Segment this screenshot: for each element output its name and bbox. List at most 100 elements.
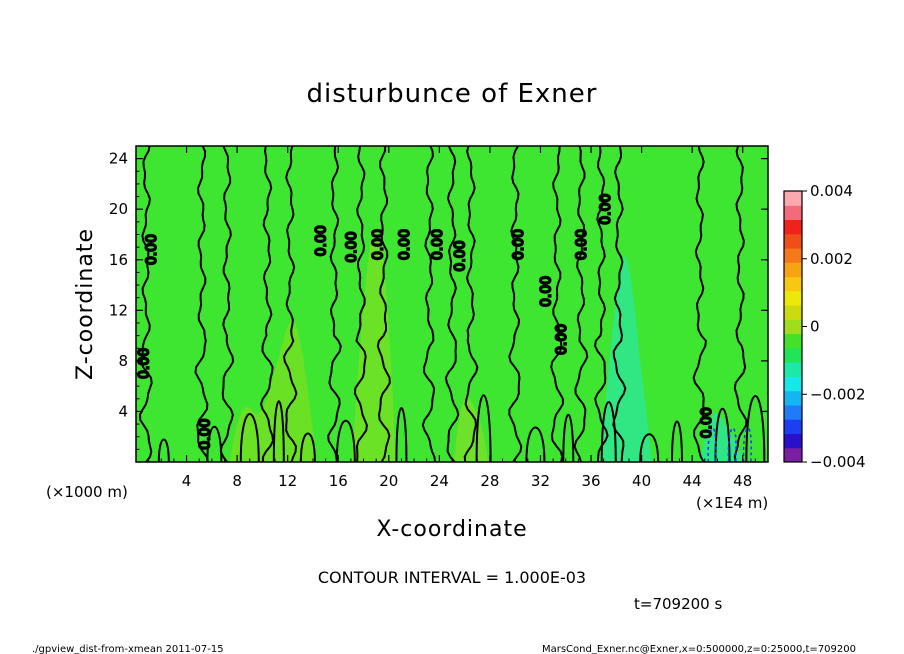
contour-line <box>612 146 627 462</box>
contour-blob <box>272 400 285 462</box>
x-tick-label: 8 <box>232 472 242 490</box>
contour-label: 0.00 <box>598 194 614 225</box>
contour-line <box>733 146 748 462</box>
colorbar-swatch <box>784 362 802 377</box>
yellowish-patch <box>352 231 396 462</box>
contour-line <box>138 146 153 462</box>
colorbar-swatch <box>784 419 802 434</box>
x-tick-label: 40 <box>632 472 651 490</box>
contour-label: 0.00 <box>137 348 153 379</box>
contour-line <box>421 146 436 462</box>
colorbar-swatch <box>784 433 802 449</box>
x-tick-label: 36 <box>581 472 600 490</box>
y-axis: 4 8 12 16 20 24 <box>109 150 768 450</box>
contour-line <box>376 146 391 462</box>
y-tick-label: 16 <box>109 251 128 269</box>
x-tick-label: 48 <box>733 472 752 490</box>
colorbar-swatch <box>784 319 802 335</box>
contour-line <box>594 146 609 462</box>
contour-blob <box>239 413 260 462</box>
x-tick-label: 12 <box>278 472 297 490</box>
negative-contour <box>727 427 737 462</box>
x-tick-label: 44 <box>683 472 702 490</box>
contour-label: 0.00 <box>397 229 413 260</box>
contour-blob <box>600 401 617 462</box>
contour-label: 0.00 <box>430 229 446 260</box>
colorbar-tick-label: −0.004 <box>810 453 866 471</box>
contour-label: 0.00 <box>453 240 469 271</box>
colorbar-swatch <box>784 205 802 221</box>
contour-line <box>573 146 589 462</box>
contour-blob <box>475 394 492 462</box>
colorbar-swatch <box>784 276 802 292</box>
contour-blob <box>639 433 660 462</box>
x-tick-label: 24 <box>430 472 449 490</box>
contour-blob <box>206 426 223 462</box>
colorbar-tick-label: −0.002 <box>810 385 866 403</box>
x-tick-label: 16 <box>329 472 348 490</box>
contour-blob <box>525 426 546 462</box>
colorbar-swatch <box>784 376 802 392</box>
colorbar-swatch <box>784 305 802 320</box>
chart-title: disturbunce of Exner <box>307 79 598 109</box>
y-tick-label: 20 <box>109 200 128 218</box>
x-unit-left: (×1000 m) <box>46 483 128 501</box>
y-tick-label: 12 <box>109 301 128 319</box>
colorbar-swatch <box>784 347 802 363</box>
contour-blob <box>395 407 408 462</box>
contour-label: 0.00 <box>197 419 213 450</box>
colorbar-tick-label: 0 <box>810 318 820 336</box>
x-tick-label: 4 <box>182 472 192 490</box>
contour-blob <box>670 420 683 462</box>
y-tick-label: 24 <box>109 150 128 168</box>
x-axis: 4 8 12 16 20 24 28 32 36 40 44 48 <box>148 146 756 490</box>
colorbar-swatch <box>784 248 802 263</box>
x-tick-label: 28 <box>480 472 499 490</box>
x-tick-label: 20 <box>379 472 398 490</box>
contour-interval: CONTOUR INTERVAL = 1.000E-03 <box>318 568 586 587</box>
contour-label: 0.00 <box>314 225 330 256</box>
contour-line <box>194 146 209 462</box>
contour-label: 0.00 <box>344 232 360 263</box>
x-unit-right: (×1E4 m) <box>696 494 768 512</box>
x-axis-title: X-coordinate <box>376 517 527 542</box>
yellowish-patch <box>454 398 488 462</box>
colorbar-swatch <box>784 333 802 349</box>
contour-line <box>692 146 707 462</box>
colorbar-tick-label: 0.004 <box>810 182 853 200</box>
negative-contour <box>707 427 717 462</box>
colorbar-tick-label: 0.002 <box>810 250 853 268</box>
contour-lines: 0.00 0.00 0.00 0.00 0.00 0.00 0.00 0.00 0.00 0.00… <box>136 146 766 462</box>
colorbar-swatch <box>784 191 802 206</box>
time-label: t=709200 s <box>634 595 722 613</box>
colorbar: 0.004 0.002 0 −0.002 −0.004 <box>783 182 866 471</box>
y-axis-title: Z-coordinate <box>73 228 98 380</box>
contour-line <box>444 146 460 462</box>
contour-label: 0.00 <box>699 407 715 438</box>
contour-label: 0.00 <box>574 229 590 260</box>
contour-label: 0.00 <box>144 234 160 265</box>
contour-line <box>282 146 298 462</box>
y-tick-label: 8 <box>118 352 128 370</box>
cyan-patch <box>700 413 744 462</box>
color-field <box>136 146 768 462</box>
contour-line <box>353 146 368 462</box>
contour-line <box>259 146 275 462</box>
colorbar-swatch <box>784 219 802 235</box>
contour-line <box>508 146 523 462</box>
contour-line <box>327 146 342 462</box>
contour-blob <box>562 413 575 462</box>
contour-label: 0.00 <box>554 324 570 355</box>
colorbar-swatch <box>784 290 802 306</box>
colorbar-swatch <box>784 447 802 463</box>
contour-label: 0.00 <box>371 229 387 260</box>
contour-blob <box>157 438 170 462</box>
y-tick-label: 4 <box>118 402 128 420</box>
x-tick-label: 32 <box>531 472 550 490</box>
negative-contour <box>742 427 752 462</box>
contour-blob <box>745 395 766 462</box>
contour-line <box>219 146 235 462</box>
colorbar-swatch <box>784 390 802 406</box>
contour-blob <box>335 419 356 462</box>
